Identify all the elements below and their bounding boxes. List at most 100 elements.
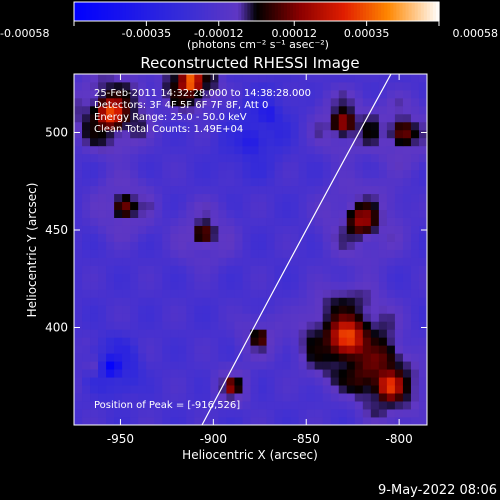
heatmap-cell [82,385,91,394]
heatmap-cell [338,321,348,330]
heatmap-cell [218,105,227,115]
heatmap-cell [178,305,187,314]
colorbar-cell [192,2,197,21]
heatmap-cell [258,209,267,218]
heatmap-cell [338,225,348,234]
heatmap-cell [362,305,372,314]
heatmap-cell [314,153,324,163]
heatmap-cell [418,121,427,131]
heatmap-cell [354,81,364,91]
heatmap-cell [234,249,243,258]
colorbar-cell [293,2,297,21]
heatmap-cell [314,377,324,386]
heatmap-cell [202,233,211,242]
heatmap-cell [138,153,147,163]
heatmap-cell [418,385,427,394]
heatmap-cell [178,401,187,410]
heatmap-cell [154,361,163,370]
heatmap-cell [418,129,427,139]
heatmap-cell [290,289,300,298]
heatmap-cell [314,185,324,195]
heatmap-cell [242,401,251,410]
heatmap-cell [322,113,332,123]
heatmap-cell [194,401,203,410]
heatmap-cell [346,353,356,362]
heatmap-cell [394,385,404,394]
heatmap-cell [362,74,372,83]
heatmap-cell [306,289,316,298]
heatmap-cell [186,217,195,226]
heatmap-cell [322,353,332,362]
colorbar-cell [250,2,255,21]
colorbar-cell [232,2,236,21]
heatmap-cell [178,74,187,83]
heatmap-cell [274,89,283,99]
heatmap-cell [154,209,163,218]
heatmap-cell [418,217,427,226]
heatmap-cell [258,225,267,234]
heatmap-cell [282,201,292,211]
heatmap-cell [298,129,308,139]
heatmap-cell [138,329,147,338]
heatmap-cell [138,249,147,258]
heatmap-cell [122,353,131,362]
heatmap-cell [266,337,275,346]
heatmap-cell [410,353,420,362]
heatmap-cell [370,257,380,266]
heatmap-cell [186,81,195,91]
heatmap-cell [186,257,195,266]
heatmap-cell [122,409,131,418]
heatmap-cell [266,353,275,362]
heatmap-cell [122,97,131,107]
heatmap-cell [106,305,115,314]
heatmap-cell [282,281,292,290]
heatmap-cell [186,225,195,234]
heatmap-cell [74,353,83,362]
heatmap-cell [114,265,123,274]
heatmap-cell [290,177,300,187]
heatmap-cell [266,81,275,91]
heatmap-cell [354,345,364,354]
heatmap-cell [346,385,356,394]
heatmap-cell [362,273,372,282]
heatmap-cell [170,74,179,83]
heatmap-cell [298,137,308,147]
colorbar: -0.00058 -0.00035 -0.00012 0.00012 0.00035 0.… [0,1,498,51]
heatmap-cell [234,74,243,83]
heatmap-cell [402,281,412,290]
heatmap-cell [338,353,348,362]
heatmap-cell [114,305,123,314]
heatmap-cell [394,113,404,123]
heatmap-cell [314,321,324,330]
heatmap-cell [210,417,219,425]
heatmap-cell [162,305,171,314]
heatmap-cell [210,233,219,242]
heatmap-cell [154,377,163,386]
heatmap-cell [362,369,372,378]
heatmap-cell [170,313,179,322]
heatmap-cell [274,369,283,378]
heatmap-cell [418,209,427,218]
heatmap-cell [98,361,107,370]
heatmap-cell [170,345,179,354]
heatmap-cell [74,345,83,354]
heatmap-cell [378,97,388,107]
heatmap-cell [370,193,380,203]
heatmap-cell [266,225,275,234]
heatmap-cell [330,225,340,234]
heatmap-cell [362,225,372,234]
heatmap-cell [394,297,404,306]
colorbar-cell [338,2,343,21]
x-tick-label: -900 [200,432,227,446]
heatmap-cell [274,361,283,370]
heatmap-cell [330,377,340,386]
heatmap-cell [362,393,372,402]
heatmap-cell [250,241,259,250]
heatmap-cell [186,193,195,203]
heatmap-cell [90,265,99,274]
heatmap-cell [170,145,179,155]
heatmap-cell [218,249,227,258]
heatmap-cell [74,329,83,338]
heatmap-cell [322,273,332,282]
colorbar-cell [302,2,306,21]
